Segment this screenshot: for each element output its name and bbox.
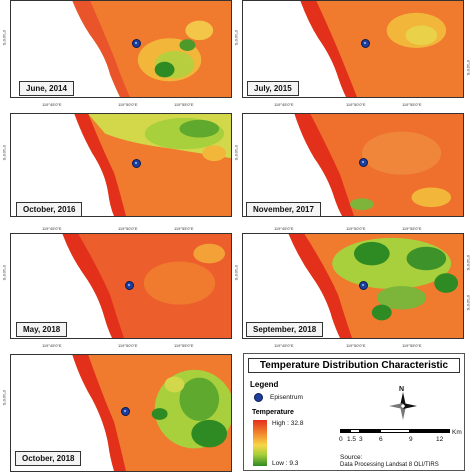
legend-title: Temperature Distribution Characteristic: [248, 358, 460, 373]
epicenter-marker: [125, 281, 134, 290]
temperature-heading: Temperature: [252, 409, 294, 416]
longitude-tick: 119°55'0"E: [402, 343, 422, 348]
map-panel-september-2018: September, 2018: [242, 233, 464, 339]
longitude-tick: 119°45'0"E: [42, 226, 62, 231]
longitude-tick: 119°55'0"E: [174, 102, 194, 107]
panel-date-label: October, 2016: [16, 202, 83, 216]
panel-date-label: November, 2017: [246, 202, 321, 216]
latitude-tick: 0°10'0"S: [234, 145, 239, 161]
scale-tick: 1.5: [347, 436, 357, 443]
epicenter-marker: [132, 159, 141, 168]
north-label: N: [399, 386, 405, 393]
longitude-tick: 119°45'0"E: [274, 226, 294, 231]
latitude-tick: 0°10'0"S: [2, 30, 7, 46]
scale-tick: 0: [339, 436, 343, 443]
panel-date-label: May, 2018: [16, 322, 68, 337]
longitude-tick: 119°45'0"E: [42, 343, 62, 348]
epicenter-marker: [359, 281, 368, 290]
map-panel-may-2018: May, 2018: [10, 233, 232, 339]
latitude-tick: 0°10'0"S: [2, 265, 7, 281]
epicenter-legend-label: Episentrum: [270, 394, 303, 401]
scale-unit: Km: [452, 429, 462, 436]
scale-tick: 9: [409, 436, 413, 443]
scale-tick: 6: [379, 436, 383, 443]
temperature-map: [11, 234, 231, 338]
latitude-tick: 0°10'0"S: [2, 145, 7, 161]
panel-date-label: July, 2015: [247, 81, 299, 96]
temperature-color-ramp: [253, 420, 267, 466]
scale-tick: 3: [359, 436, 363, 443]
temperature-map: [243, 234, 463, 338]
temperature-map: [243, 114, 463, 216]
longitude-tick: 119°55'0"E: [174, 226, 194, 231]
map-panel-july-2015: July, 2015: [242, 0, 464, 98]
longitude-tick: 119°55'0"E: [174, 343, 194, 348]
longitude-tick: 119°50'0"E: [346, 343, 366, 348]
panel-date-label: October, 2018: [15, 451, 82, 466]
north-arrow-icon: [389, 392, 417, 420]
latitude-tick: 0°10'0"S: [234, 30, 239, 46]
temperature-high-label: High : 32.8: [272, 420, 304, 427]
epicenter-marker: [361, 39, 370, 48]
longitude-tick: 119°55'0"E: [402, 226, 422, 231]
map-panel-june-2014: June, 2014: [10, 0, 232, 98]
map-panel-october-2016: October, 2016: [10, 113, 232, 217]
scale-bar: [340, 429, 450, 433]
longitude-tick: 119°50'0"E: [118, 343, 138, 348]
longitude-tick: 119°55'0"E: [402, 102, 422, 107]
scale-tick: 12: [436, 436, 444, 443]
longitude-tick: 119°50'0"E: [346, 226, 366, 231]
longitude-tick: 119°45'0"E: [274, 102, 294, 107]
longitude-tick: 119°50'0"E: [346, 102, 366, 107]
epicenter-marker: [121, 407, 130, 416]
latitude-tick: 0°10'0"S: [466, 295, 471, 311]
longitude-tick: 119°45'0"E: [274, 343, 294, 348]
epicenter-marker: [359, 158, 368, 167]
panel-date-label: June, 2014: [19, 81, 74, 96]
source-text: Data Processing Landsat 8 OLI/TIRS: [340, 462, 439, 468]
map-panel-october-2018: October, 2018: [10, 354, 232, 472]
longitude-tick: 119°50'0"E: [118, 102, 138, 107]
epicenter-legend-symbol: [254, 393, 263, 402]
longitude-tick: 119°45'0"E: [42, 102, 62, 107]
epicenter-marker: [132, 39, 141, 48]
panel-date-label: September, 2018: [246, 322, 324, 337]
temperature-low-label: Low : 9.3: [272, 460, 299, 467]
longitude-tick: 119°50'0"E: [118, 226, 138, 231]
latitude-tick: 0°10'0"S: [234, 265, 239, 281]
legend-heading: Legend: [250, 380, 279, 389]
temperature-map: [11, 114, 231, 216]
latitude-tick: 0°10'0"S: [466, 255, 471, 271]
map-panel-november-2017: November, 2017: [242, 113, 464, 217]
temperature-map: [11, 1, 231, 97]
latitude-tick: 0°10'0"S: [2, 390, 7, 406]
source-label: Source:: [340, 454, 363, 461]
latitude-tick: 0°10'0"S: [466, 60, 471, 76]
